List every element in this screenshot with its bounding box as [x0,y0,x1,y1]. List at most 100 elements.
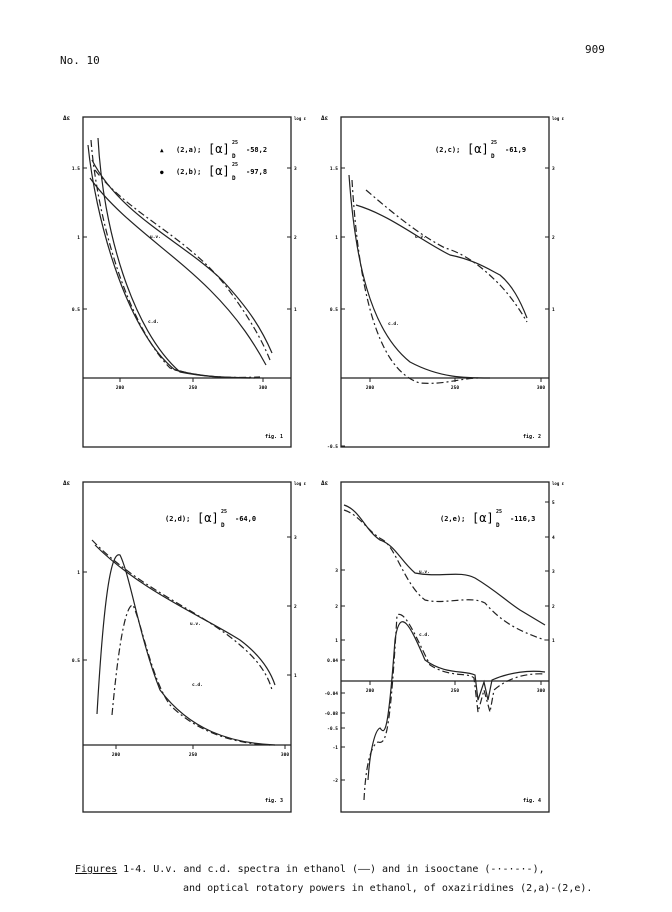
legend-compound: (2,d); [165,515,190,523]
x-tick-label: 250 [451,688,459,694]
right-tick-label: 1 [294,673,297,679]
right-tick-label: 1 [552,638,555,644]
left-tick-label: 1.5 [72,166,80,172]
curve-label: u.v. [190,622,201,627]
uv-curve-dashdot [366,190,527,322]
curve-label: c.d. [192,682,203,688]
right-tick-label: 2 [294,604,297,610]
x-tick-label: 200 [112,752,120,758]
right-tick-label: 2 [552,604,555,610]
right-axis-label: log ε [294,116,307,121]
caption-lead: Figures [75,864,117,875]
right-tick-label: 3 [294,535,297,541]
rotation-superscript: 25 [232,140,238,146]
right-tick-label: 1 [552,307,555,313]
right-axis-label: log ε [294,481,307,486]
figure-label: fig. 4 [523,798,541,804]
x-tick-label: 250 [451,385,459,391]
legend-value: -58,2 [246,146,267,154]
rotation-subscript: D [491,153,495,160]
cd-curve-solid [88,145,255,378]
left-axis-label: Δε [63,115,71,122]
right-tick-label: 5 [552,500,555,506]
cd-curve-solid [97,555,275,745]
uv-curve-solid [356,205,527,318]
left-tick-label: -1 [333,745,339,751]
legend-value: -97,8 [246,168,267,176]
x-tick-label: 300 [537,688,545,694]
figure-caption: Figures 1-4. U.v. and c.d. spectra in et… [75,860,635,898]
right-tick-label: 3 [552,569,555,575]
left-tick-label: 3 [335,568,338,574]
rotation-symbol: [α] [208,164,230,178]
curve-label: c.d. [419,632,430,638]
x-tick-label: 300 [281,752,289,758]
caption-line2: and optical rotatory powers in ethanol, … [75,879,635,898]
left-tick-label: 0.5 [72,307,80,313]
right-tick-label: 3 [552,166,555,172]
cd-curve-dashdot [364,614,545,800]
x-tick-label: 200 [116,385,124,391]
x-tick-label: 250 [189,752,197,758]
uv-curve-dashdot [92,540,272,690]
rotation-symbol: [α] [472,511,494,525]
rotation-superscript: 25 [496,509,502,515]
uv-curve-solid [344,505,545,625]
legend-value: -64,0 [235,515,256,523]
left-tick-label: -0.5 [327,444,338,450]
left-axis-label: Δε [321,480,329,487]
plot-frame [83,482,291,812]
legend-compound: (2,b); [176,168,201,176]
left-tick-label: 1 [77,570,80,576]
left-tick-label: 1 [335,638,338,644]
x-tick-label: 200 [366,385,374,391]
rotation-subscript: D [496,522,500,529]
figure-3-panel: Δε log ε 1 0.5 3 2 1 200 250 300 fig. 3 u.v. c.d. (2,… [63,480,307,812]
plot-frame [341,117,549,447]
right-axis-label: log ε [552,116,565,121]
left-axis-label: Δε [321,115,329,122]
rotation-subscript: D [221,522,225,529]
rotation-superscript: 25 [221,509,227,515]
legend-compound: (2,e); [440,515,465,523]
figure-label: fig. 3 [265,798,283,804]
rotation-symbol: [α] [197,511,219,525]
legend-marker: ● [160,169,164,176]
left-tick-label: -2 [333,778,339,784]
figure-4-panel: Δε log ε3210.04-0.04-0.08-0.5-1-254321200… [321,480,565,812]
rotation-symbol: [α] [467,142,489,156]
left-tick-label: -0.08 [324,711,338,717]
x-tick-label: 300 [259,385,267,391]
rotation-subscript: D [232,175,236,182]
curve-label: c.d. [388,321,399,327]
caption-line1: 1-4. U.v. and c.d. spectra in ethanol (—… [117,864,544,875]
left-tick-label: 1.5 [330,166,338,172]
right-tick-label: 3 [294,166,297,172]
cd-curve-solid [349,175,490,378]
right-tick-label: 2 [294,235,297,241]
curve-label: c.d. [148,319,159,325]
uv-curve-solid [92,160,272,353]
legend-value: -61,9 [505,146,526,154]
x-tick-label: 300 [537,385,545,391]
left-axis-label: Δε [63,480,71,487]
x-tick-label: 250 [189,385,197,391]
left-tick-label: 0.5 [72,658,80,664]
right-tick-label: 1 [294,307,297,313]
left-tick-label: 0.04 [327,658,338,664]
rotation-superscript: 25 [491,140,497,146]
figure-label: fig. 1 [265,434,283,440]
left-tick-label: 1 [77,235,80,241]
figure-1-panel: Δε log ε 1.5 1 0.5 3 2 1 200 250 300 fig. 1 u.v. c.d.… [63,115,307,447]
plot-frame [83,117,291,447]
legend-compound: (2,a); [176,146,201,154]
right-tick-label: 4 [552,535,555,541]
right-tick-label: 2 [552,235,555,241]
left-tick-label: 1 [335,235,338,241]
left-tick-label: 0.5 [330,307,338,313]
legend-value: -116,3 [510,515,535,523]
uv-curve-solid [95,545,275,685]
rotation-superscript: 25 [232,162,238,168]
